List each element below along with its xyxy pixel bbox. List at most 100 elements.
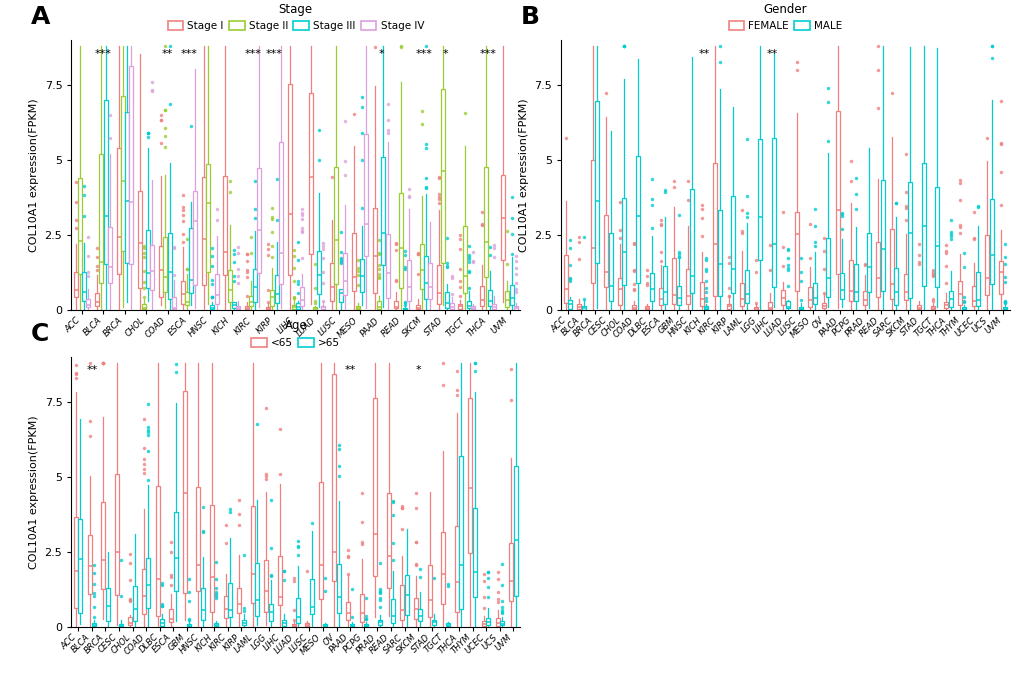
PathPatch shape	[812, 282, 816, 304]
PathPatch shape	[920, 163, 925, 286]
PathPatch shape	[251, 506, 255, 603]
PathPatch shape	[975, 272, 979, 306]
PathPatch shape	[394, 301, 398, 308]
Y-axis label: COL10A1 expression(FPKM): COL10A1 expression(FPKM)	[518, 98, 528, 252]
PathPatch shape	[268, 604, 273, 621]
PathPatch shape	[672, 258, 676, 303]
PathPatch shape	[151, 245, 154, 290]
PathPatch shape	[744, 270, 748, 303]
PathPatch shape	[227, 583, 232, 617]
PathPatch shape	[345, 602, 350, 620]
PathPatch shape	[182, 391, 186, 593]
PathPatch shape	[458, 304, 462, 309]
PathPatch shape	[173, 512, 177, 591]
PathPatch shape	[104, 100, 107, 264]
PathPatch shape	[420, 244, 424, 289]
PathPatch shape	[223, 175, 227, 275]
PathPatch shape	[486, 618, 490, 625]
PathPatch shape	[142, 569, 146, 613]
PathPatch shape	[160, 619, 164, 625]
PathPatch shape	[875, 242, 879, 297]
PathPatch shape	[201, 588, 205, 620]
PathPatch shape	[385, 235, 389, 298]
PathPatch shape	[699, 282, 703, 306]
PathPatch shape	[364, 624, 368, 626]
PathPatch shape	[364, 134, 368, 256]
Text: C: C	[31, 322, 49, 346]
PathPatch shape	[514, 306, 518, 309]
PathPatch shape	[291, 623, 296, 626]
Text: ***: ***	[479, 49, 496, 59]
PathPatch shape	[196, 487, 201, 590]
Legend: FEMALE, MALE: FEMALE, MALE	[728, 3, 842, 31]
PathPatch shape	[505, 290, 508, 307]
PathPatch shape	[781, 290, 785, 305]
PathPatch shape	[360, 259, 364, 293]
PathPatch shape	[418, 609, 422, 621]
PathPatch shape	[242, 620, 246, 625]
PathPatch shape	[317, 251, 321, 294]
PathPatch shape	[356, 306, 360, 309]
PathPatch shape	[712, 163, 716, 296]
PathPatch shape	[249, 296, 253, 306]
PathPatch shape	[649, 273, 653, 301]
Text: A: A	[31, 5, 50, 30]
PathPatch shape	[468, 398, 472, 553]
PathPatch shape	[108, 226, 112, 282]
PathPatch shape	[214, 623, 218, 626]
Text: **: **	[344, 365, 356, 375]
PathPatch shape	[513, 466, 518, 596]
PathPatch shape	[662, 266, 666, 304]
PathPatch shape	[116, 148, 120, 274]
PathPatch shape	[437, 265, 440, 304]
Text: **: **	[697, 49, 709, 59]
PathPatch shape	[163, 237, 167, 292]
PathPatch shape	[83, 272, 86, 301]
Text: *: *	[415, 365, 421, 375]
Text: ***: ***	[245, 49, 261, 59]
PathPatch shape	[231, 303, 235, 308]
PathPatch shape	[214, 274, 218, 304]
PathPatch shape	[287, 84, 291, 275]
PathPatch shape	[342, 253, 346, 295]
PathPatch shape	[740, 283, 744, 305]
PathPatch shape	[440, 532, 445, 604]
PathPatch shape	[622, 198, 626, 285]
PathPatch shape	[73, 517, 78, 608]
PathPatch shape	[716, 210, 721, 296]
PathPatch shape	[253, 270, 257, 303]
PathPatch shape	[488, 290, 492, 306]
PathPatch shape	[766, 303, 771, 309]
PathPatch shape	[321, 306, 325, 309]
PathPatch shape	[99, 154, 103, 283]
PathPatch shape	[445, 623, 449, 626]
PathPatch shape	[277, 556, 282, 605]
Text: ***: ***	[266, 49, 282, 59]
PathPatch shape	[929, 306, 934, 309]
Text: *: *	[378, 49, 384, 59]
PathPatch shape	[282, 620, 286, 625]
PathPatch shape	[441, 90, 445, 263]
PathPatch shape	[407, 260, 411, 301]
PathPatch shape	[794, 212, 798, 291]
PathPatch shape	[471, 307, 475, 309]
PathPatch shape	[92, 623, 96, 626]
Text: **: **	[162, 49, 173, 59]
PathPatch shape	[472, 508, 477, 597]
PathPatch shape	[821, 303, 825, 308]
PathPatch shape	[403, 307, 407, 309]
PathPatch shape	[399, 585, 405, 620]
PathPatch shape	[934, 187, 938, 286]
PathPatch shape	[105, 588, 110, 621]
PathPatch shape	[336, 564, 340, 613]
PathPatch shape	[114, 474, 119, 596]
PathPatch shape	[313, 307, 317, 310]
PathPatch shape	[568, 301, 572, 309]
Text: **: **	[765, 49, 776, 59]
Legend: <65, >65: <65, >65	[251, 319, 340, 348]
PathPatch shape	[373, 208, 377, 293]
Text: **: **	[86, 365, 98, 375]
PathPatch shape	[907, 182, 911, 299]
PathPatch shape	[703, 307, 707, 309]
PathPatch shape	[359, 594, 364, 621]
